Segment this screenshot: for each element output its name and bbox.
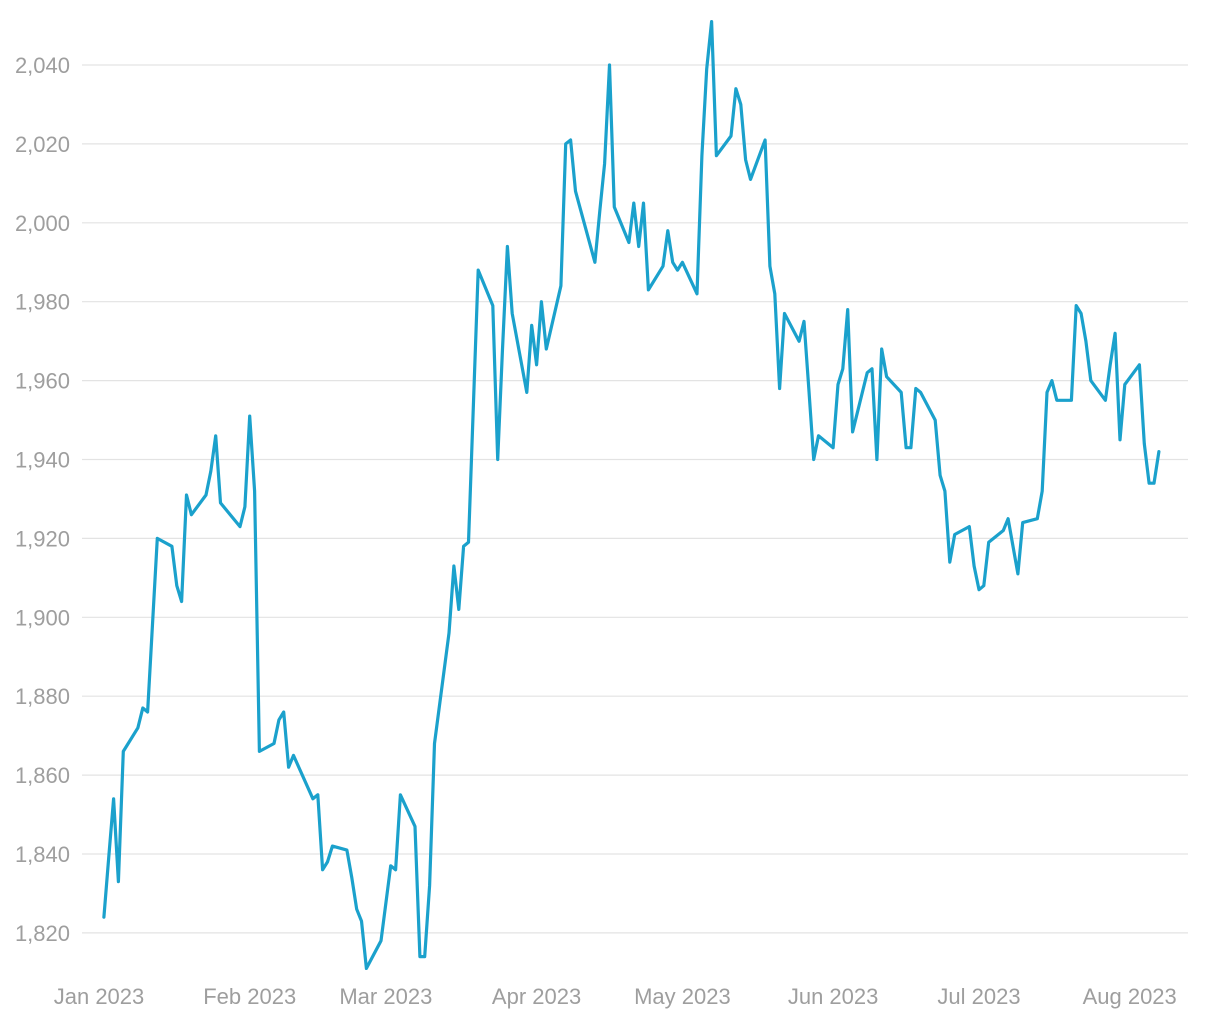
- x-tick-label: Jul 2023: [937, 984, 1020, 1009]
- gridlines: [82, 64, 1188, 934]
- x-tick-label: Jan 2023: [54, 984, 145, 1009]
- y-axis: 1,820 1,840 1,860 1,880 1,900 1,920 1,940 1,960…: [15, 53, 70, 946]
- y-tick-label: 2,000: [15, 211, 70, 236]
- x-tick-label: Apr 2023: [492, 984, 581, 1009]
- x-tick-label: Aug 2023: [1083, 984, 1177, 1009]
- y-tick-label: 2,020: [15, 132, 70, 157]
- y-tick-label: 1,840: [15, 842, 70, 867]
- y-tick-label: 1,900: [15, 605, 70, 630]
- y-tick-label: 1,960: [15, 369, 70, 394]
- y-tick-label: 1,860: [15, 763, 70, 788]
- y-tick-label: 1,980: [15, 290, 70, 315]
- y-tick-label: 1,940: [15, 448, 70, 473]
- series-layer: [102, 20, 1161, 970]
- x-tick-label: Feb 2023: [203, 984, 296, 1009]
- series-line: [102, 20, 1161, 970]
- x-axis: Jan 2023 Feb 2023 Mar 2023 Apr 2023 May 2023…: [54, 984, 1177, 1009]
- y-tick-label: 1,820: [15, 921, 70, 946]
- x-tick-label: Mar 2023: [339, 984, 432, 1009]
- y-tick-label: 1,920: [15, 526, 70, 551]
- y-tick-label: 1,880: [15, 684, 70, 709]
- x-tick-label: May 2023: [634, 984, 731, 1009]
- y-tick-label: 2,040: [15, 53, 70, 78]
- x-tick-label: Jun 2023: [788, 984, 879, 1009]
